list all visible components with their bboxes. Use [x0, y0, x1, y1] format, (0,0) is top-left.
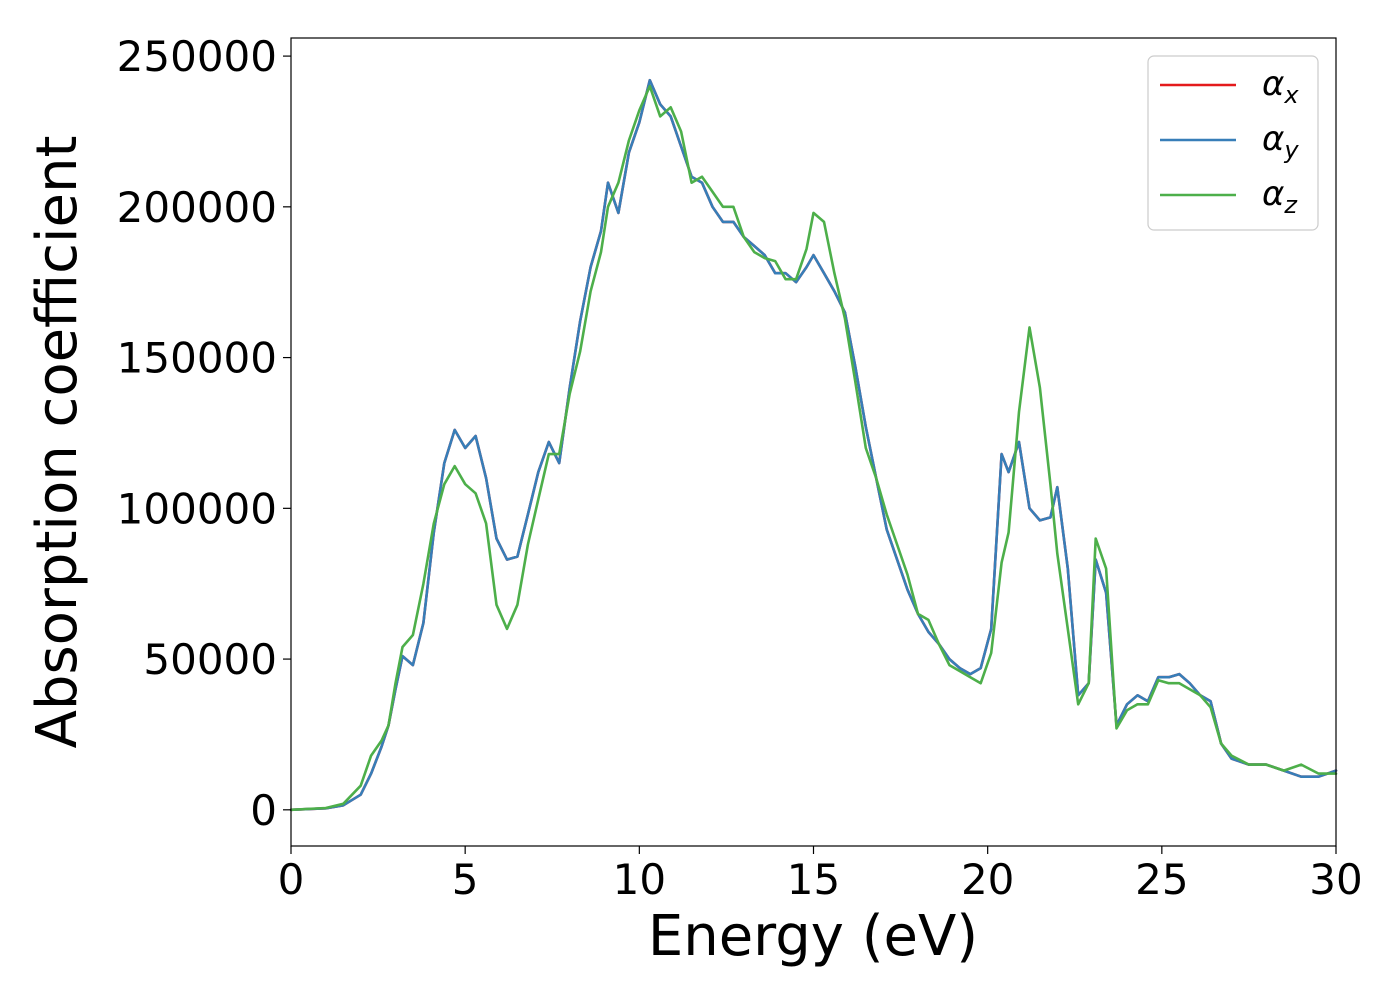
- y-tick-label: 150000: [117, 334, 277, 383]
- x-tick-label: 15: [787, 855, 840, 904]
- legend-subscript: x: [1283, 81, 1299, 109]
- y-tick-label: 100000: [117, 484, 277, 533]
- legend-subscript: y: [1283, 136, 1299, 164]
- legend-label-y: αy: [1262, 119, 1299, 164]
- x-axis-label: Energy (eV): [648, 904, 978, 969]
- x-tick-label: 25: [1135, 855, 1188, 904]
- y-tick-label: 0: [250, 786, 277, 835]
- legend-subscript: z: [1283, 191, 1298, 219]
- x-tick-label: 0: [278, 855, 305, 904]
- series-layer: [289, 78, 1338, 812]
- legend-symbol: α: [1262, 119, 1284, 159]
- x-tick-label: 10: [613, 855, 666, 904]
- y-axis-label: Absorption coefficient: [25, 136, 90, 749]
- series-line-z: [289, 84, 1338, 812]
- y-tick-label: 200000: [117, 183, 277, 232]
- y-tick-label: 250000: [117, 32, 277, 81]
- legend-label-z: αz: [1262, 174, 1298, 219]
- y-tick-label: 50000: [143, 635, 277, 684]
- x-tick-label: 30: [1309, 855, 1362, 904]
- legend-box: [1147, 55, 1319, 231]
- legend-symbol: α: [1262, 174, 1284, 214]
- x-tick-label: 5: [452, 855, 479, 904]
- x-tick-label: 20: [961, 855, 1014, 904]
- x-axis-ticks: 0 5 10 15 20 25 30: [278, 846, 1363, 904]
- legend-symbol: α: [1262, 64, 1284, 104]
- y-axis-ticks: 0 50000 100000 150000 200000 250000: [117, 32, 291, 835]
- series-line-y: [289, 78, 1338, 812]
- legend-label-x: αx: [1262, 64, 1299, 109]
